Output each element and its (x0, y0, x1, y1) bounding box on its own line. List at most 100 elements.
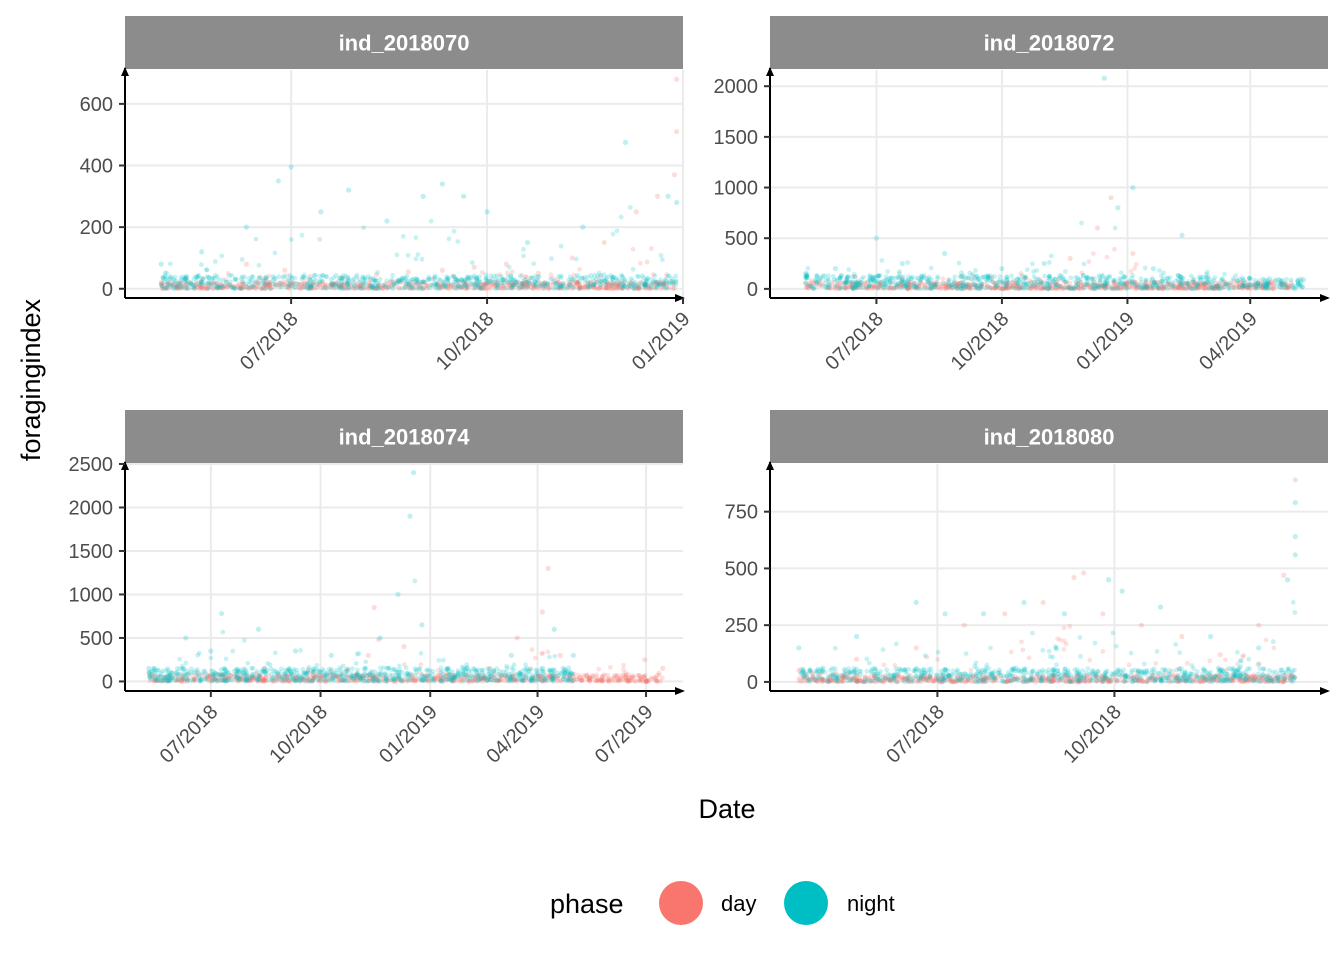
day-point (198, 286, 204, 292)
day-point (603, 285, 609, 291)
night-point (1004, 274, 1009, 280)
day-point (202, 283, 208, 289)
day-point (267, 281, 273, 287)
night-point (598, 278, 604, 284)
night-point (473, 668, 479, 673)
day-point (227, 282, 233, 288)
day-point (530, 282, 536, 288)
day-point (605, 281, 611, 286)
night-point (451, 673, 456, 679)
day-point (352, 286, 358, 291)
day-point (1086, 259, 1092, 264)
day-point (568, 276, 574, 282)
day-point (1126, 662, 1132, 668)
night-point (480, 667, 486, 673)
day-point (571, 272, 577, 278)
night-point (1096, 284, 1101, 290)
night-point (270, 274, 276, 279)
day-point (510, 280, 516, 286)
night-point (254, 669, 260, 674)
day-point (564, 285, 570, 291)
y-tick-label: 600 (80, 94, 113, 116)
day-point (301, 284, 307, 290)
day-point (671, 286, 677, 292)
day-point (288, 279, 293, 285)
night-point (1119, 280, 1125, 286)
day-point (371, 286, 376, 291)
night-point (1101, 75, 1107, 81)
night-point (424, 667, 429, 673)
night-point (346, 278, 351, 284)
night-point (896, 280, 902, 286)
day-point (365, 283, 371, 289)
night-point (887, 279, 893, 285)
day-point (366, 286, 371, 291)
day-point (471, 286, 477, 291)
day-point (416, 284, 422, 290)
day-point (913, 645, 919, 651)
day-point (523, 274, 529, 280)
night-point (354, 651, 360, 657)
night-point (1231, 285, 1237, 290)
day-point (664, 272, 669, 277)
day-point (564, 283, 570, 289)
day-point (540, 650, 546, 656)
night-point (1130, 184, 1136, 191)
night-point (394, 252, 400, 258)
day-point (173, 284, 179, 290)
day-point (345, 285, 351, 290)
day-point (377, 285, 383, 290)
night-point (509, 276, 515, 282)
day-point (200, 285, 206, 291)
night-point (504, 278, 509, 284)
night-point (183, 660, 189, 666)
day-point (619, 286, 625, 291)
night-point (272, 250, 278, 256)
night-point (928, 265, 934, 271)
day-point (226, 282, 232, 288)
day-point (625, 284, 631, 290)
night-point (1129, 275, 1135, 281)
night-point (665, 193, 671, 199)
day-point (217, 285, 223, 291)
day-point (420, 286, 426, 292)
day-point (402, 283, 408, 289)
day-point (581, 672, 587, 678)
day-point (368, 283, 374, 289)
night-point (175, 674, 181, 680)
night-point (532, 278, 538, 284)
day-point (603, 282, 609, 288)
day-point (317, 280, 323, 286)
day-point (435, 284, 441, 290)
night-point (492, 675, 498, 681)
day-point (643, 284, 648, 290)
day-point (360, 282, 365, 288)
day-point (405, 269, 411, 275)
day-point (333, 280, 339, 286)
day-point (573, 280, 579, 286)
day-point (516, 280, 521, 286)
day-point (1100, 611, 1106, 617)
day-point (540, 285, 546, 291)
night-point (253, 278, 259, 284)
day-point (641, 282, 647, 288)
day-point (590, 284, 596, 290)
day-point (451, 285, 456, 291)
day-point (263, 281, 269, 287)
night-point (826, 282, 832, 288)
night-point (1204, 269, 1210, 275)
night-point (1255, 284, 1261, 290)
day-point (600, 678, 606, 684)
day-point (464, 285, 470, 291)
day-point (504, 270, 510, 276)
day-point (498, 281, 504, 287)
day-point (1112, 246, 1117, 252)
day-point (572, 283, 578, 289)
day-point (528, 275, 533, 281)
day-point (547, 281, 553, 287)
day-point (515, 283, 521, 288)
day-point (605, 282, 611, 288)
night-point (163, 286, 169, 291)
day-point (643, 282, 649, 288)
